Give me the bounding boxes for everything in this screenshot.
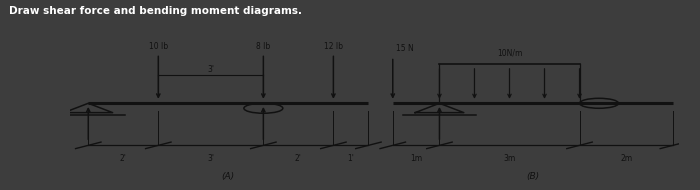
Text: 3m: 3m [503, 154, 516, 163]
Text: 10N/m: 10N/m [497, 48, 522, 57]
Text: 1': 1' [347, 154, 354, 163]
Text: 12 lb: 12 lb [324, 42, 343, 51]
Text: 8 lb: 8 lb [256, 42, 270, 51]
Text: 3': 3' [207, 65, 214, 74]
Text: 3': 3' [207, 154, 214, 163]
Text: 2': 2' [120, 154, 127, 163]
Text: (A): (A) [222, 172, 235, 181]
Text: 15 N: 15 N [395, 44, 414, 53]
Text: Draw shear force and bending moment diagrams.: Draw shear force and bending moment diag… [9, 6, 302, 16]
Text: 2': 2' [295, 154, 302, 163]
Text: 10 lb: 10 lb [148, 42, 168, 51]
Text: 1m: 1m [410, 154, 422, 163]
Text: 2m: 2m [620, 154, 632, 163]
Text: (B): (B) [526, 172, 540, 181]
